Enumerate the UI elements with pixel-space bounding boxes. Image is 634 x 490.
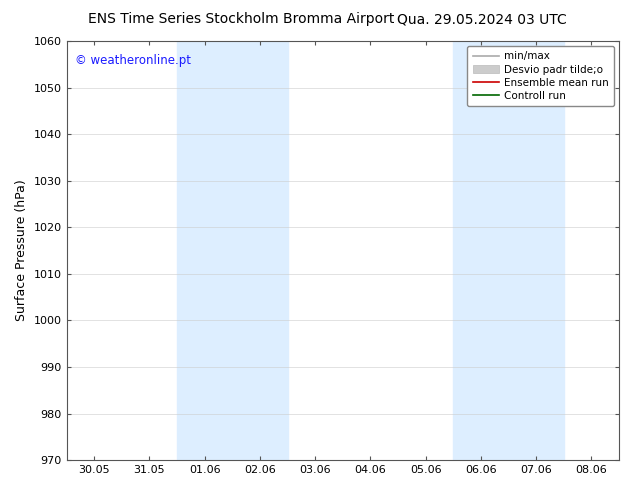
Text: Qua. 29.05.2024 03 UTC: Qua. 29.05.2024 03 UTC xyxy=(397,12,567,26)
Text: ENS Time Series Stockholm Bromma Airport: ENS Time Series Stockholm Bromma Airport xyxy=(87,12,394,26)
Bar xyxy=(177,41,288,460)
Text: © weatheronline.pt: © weatheronline.pt xyxy=(75,53,191,67)
Bar xyxy=(453,41,564,460)
Legend: min/max, Desvio padr tilde;o, Ensemble mean run, Controll run: min/max, Desvio padr tilde;o, Ensemble m… xyxy=(467,46,614,106)
Y-axis label: Surface Pressure (hPa): Surface Pressure (hPa) xyxy=(15,180,28,321)
